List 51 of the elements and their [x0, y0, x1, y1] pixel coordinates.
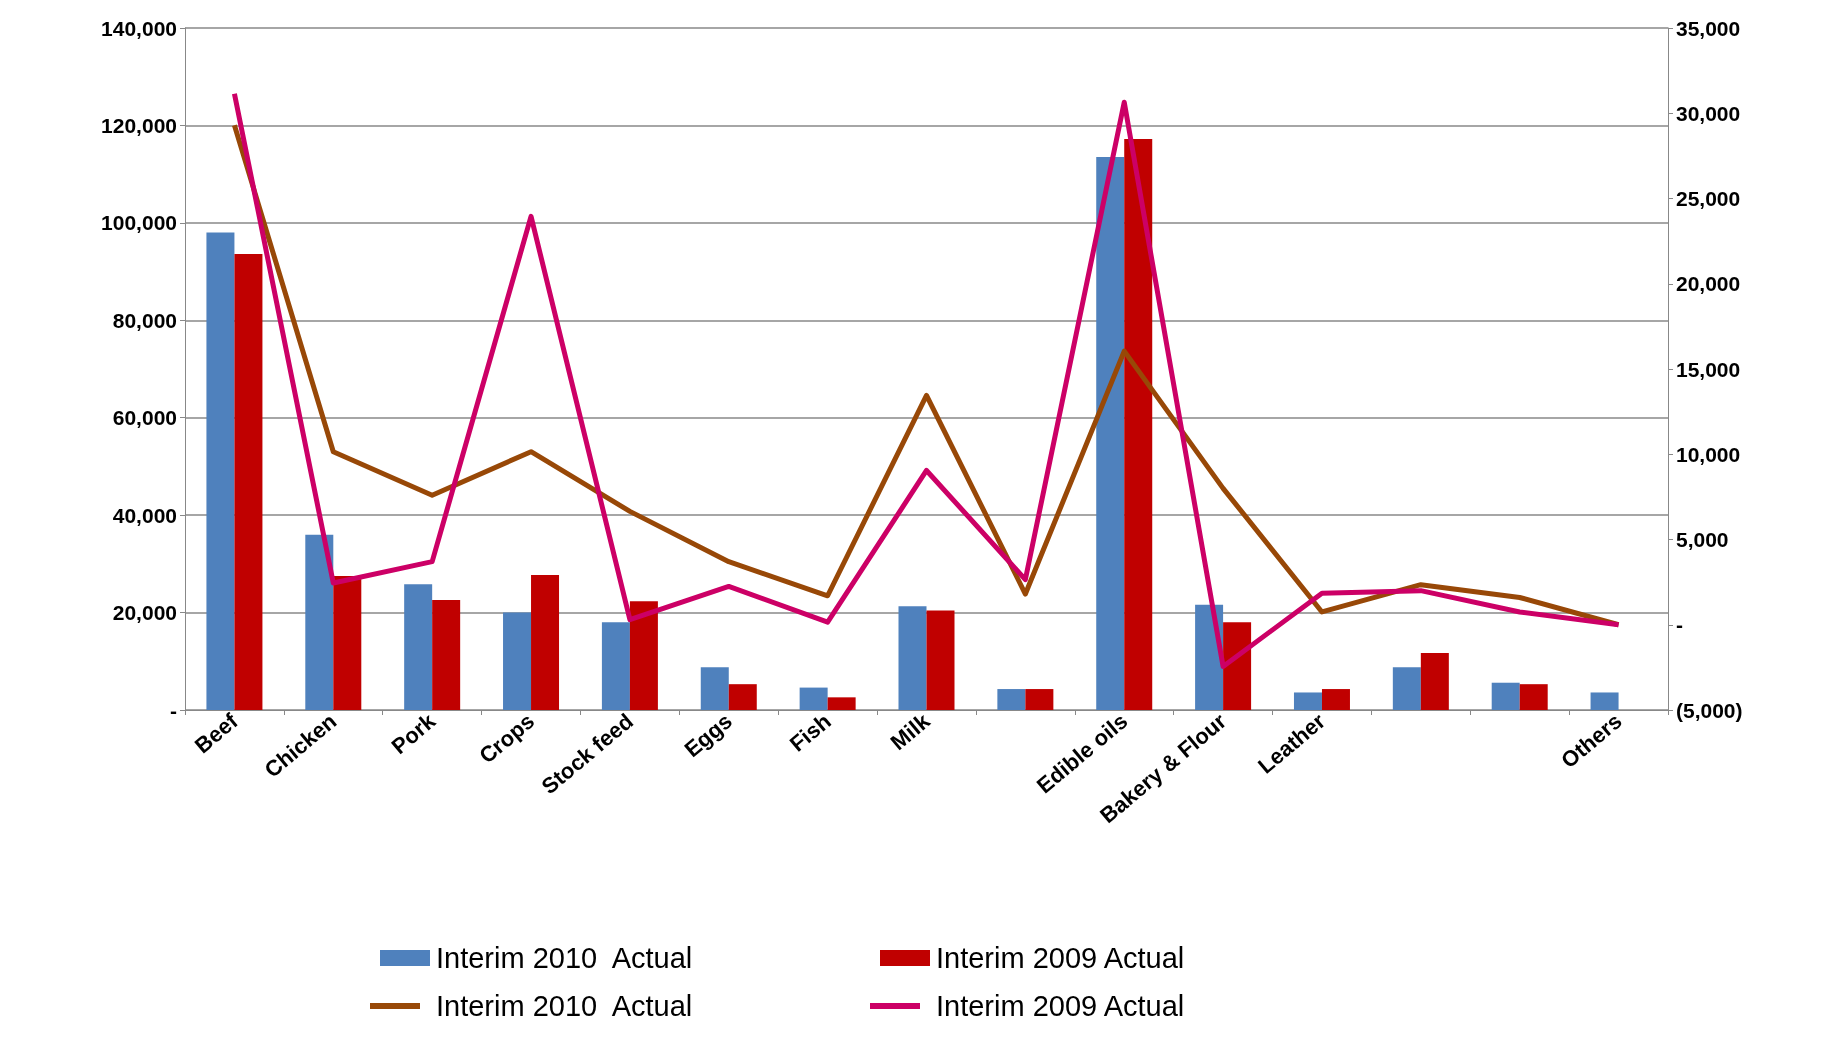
bar	[404, 584, 433, 710]
y-tick-label: -	[170, 698, 177, 722]
y-tick-label: 80,000	[112, 308, 177, 332]
bar	[333, 576, 362, 710]
bar	[1491, 682, 1520, 710]
y2-tick-label: (5,000)	[1676, 698, 1743, 722]
y2-tick-label: 35,000	[1676, 16, 1741, 40]
x-tick-label: Fish	[784, 708, 836, 757]
bar	[1590, 692, 1619, 710]
y2-tick-label: 15,000	[1676, 357, 1741, 381]
bar	[1321, 689, 1350, 710]
y2-tick-label: 30,000	[1676, 101, 1741, 125]
bar	[728, 684, 757, 710]
y2-tick-label: 20,000	[1676, 272, 1741, 296]
bar	[997, 689, 1026, 710]
bar	[629, 601, 658, 710]
bar	[531, 575, 560, 710]
bar	[799, 687, 828, 710]
bar	[700, 667, 729, 710]
bar	[503, 612, 532, 710]
legend-label: Interim 2009 Actual	[936, 942, 1185, 974]
legend-label: Interim 2009 Actual	[936, 990, 1185, 1022]
y-tick-label: 140,000	[101, 16, 177, 40]
y-tick-label: 120,000	[101, 113, 177, 137]
bar	[1392, 667, 1421, 710]
y2-tick-label: 5,000	[1676, 528, 1729, 551]
bar	[1519, 684, 1548, 710]
legend-label: Interim 2010 Actual	[436, 942, 693, 974]
bar	[432, 599, 461, 710]
bar	[1124, 139, 1153, 710]
y2-tick-label: -	[1676, 613, 1683, 637]
bar	[1293, 692, 1322, 710]
y-tick-label: 100,000	[101, 211, 177, 235]
y2-tick-label: 25,000	[1676, 187, 1741, 210]
bar	[898, 606, 927, 710]
bar	[926, 610, 955, 710]
x-tick-label: Milk	[885, 707, 936, 756]
bar	[305, 534, 334, 710]
bar	[206, 232, 235, 710]
bar	[1420, 653, 1449, 710]
legend-label: Interim 2010 Actual	[436, 990, 693, 1022]
y-tick-label: 60,000	[112, 406, 177, 430]
bar	[827, 697, 856, 710]
y2-tick-label: 10,000	[1676, 442, 1741, 466]
y-tick-label: 40,000	[112, 503, 177, 527]
bar	[1025, 689, 1054, 710]
bar	[601, 622, 630, 710]
y-tick-label: 20,000	[112, 601, 177, 625]
bar	[1223, 622, 1252, 710]
bar	[1096, 157, 1125, 710]
bar	[234, 254, 263, 710]
